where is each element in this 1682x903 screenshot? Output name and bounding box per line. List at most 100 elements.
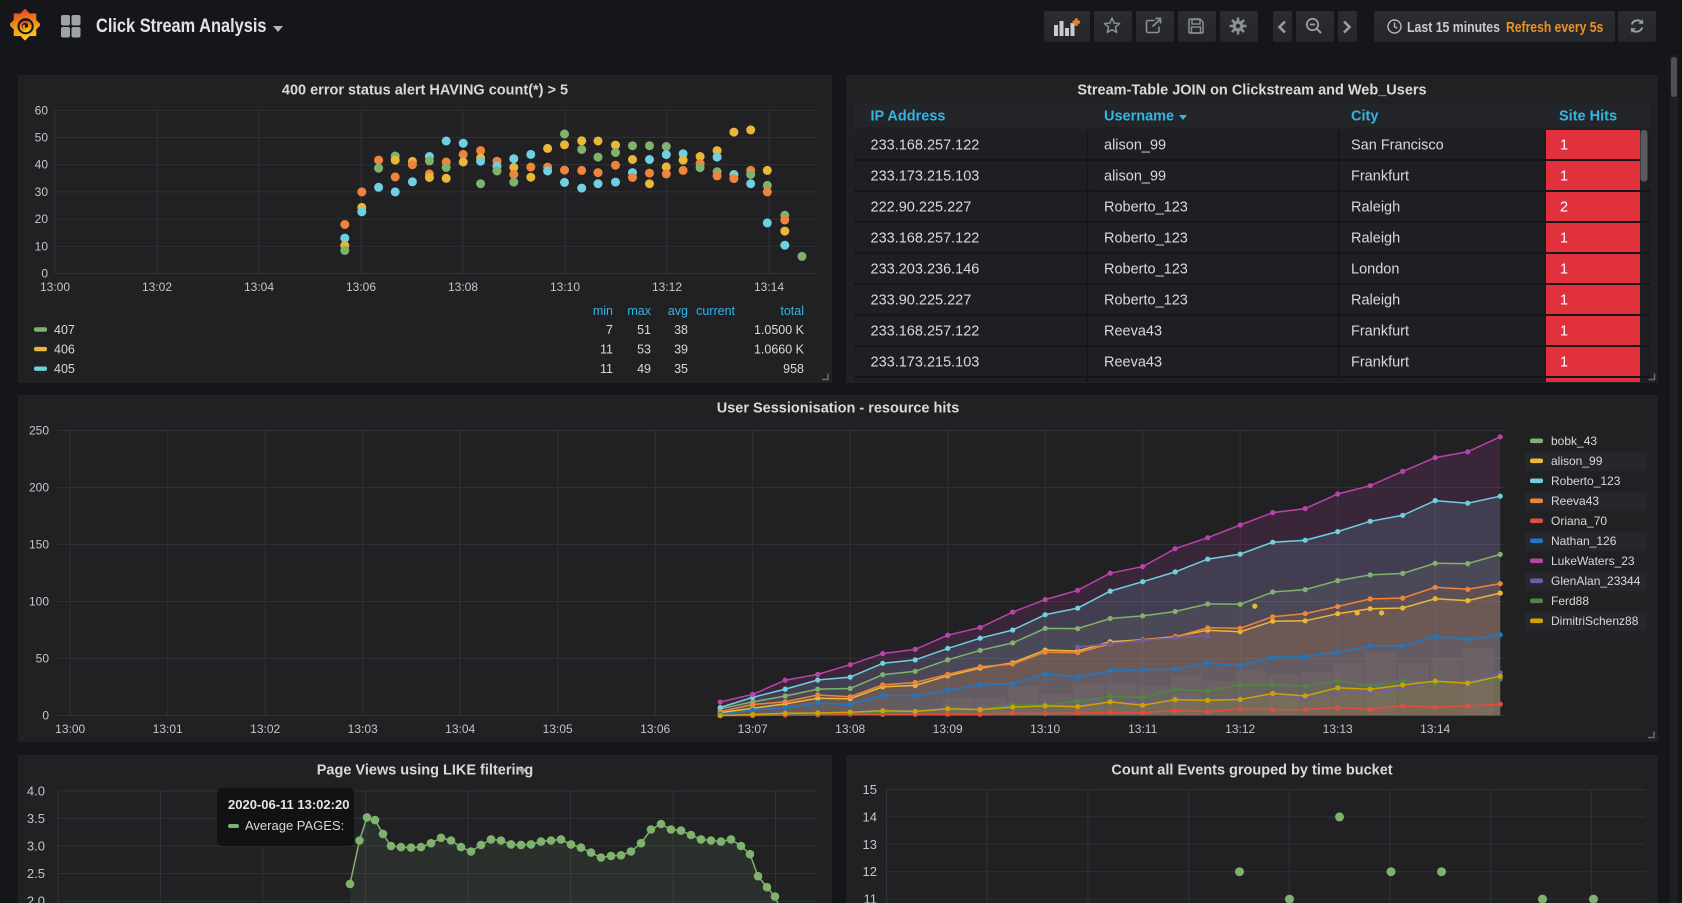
svg-text:GlenAlan_23344: GlenAlan_23344 (1551, 574, 1641, 588)
svg-text:1.0500 K: 1.0500 K (754, 322, 805, 336)
svg-text:233.168.257.122: 233.168.257.122 (870, 230, 979, 246)
svg-text:London: London (1351, 261, 1399, 277)
svg-text:13:11: 13:11 (1128, 722, 1157, 736)
svg-text:City: City (1351, 108, 1378, 124)
svg-text:13:04: 13:04 (445, 722, 475, 736)
svg-text:Roberto_123: Roberto_123 (1104, 230, 1188, 246)
svg-text:13:00: 13:00 (55, 722, 85, 736)
svg-text:13:00: 13:00 (40, 280, 70, 294)
svg-text:11: 11 (600, 342, 613, 356)
svg-text:13:14: 13:14 (754, 280, 784, 294)
svg-text:407: 407 (54, 322, 75, 336)
svg-text:11: 11 (863, 891, 877, 903)
svg-text:DimitriSchenz88: DimitriSchenz88 (1551, 614, 1639, 628)
svg-text:7: 7 (606, 322, 613, 336)
svg-text:min: min (593, 304, 613, 318)
svg-text:13:09: 13:09 (933, 722, 963, 736)
svg-text:Username: Username (1104, 108, 1174, 124)
svg-text:14: 14 (862, 809, 876, 824)
svg-text:233.168.257.122: 233.168.257.122 (870, 137, 979, 153)
svg-text:total: total (780, 304, 804, 318)
svg-text:13:08: 13:08 (835, 722, 865, 736)
svg-text:50: 50 (35, 130, 49, 144)
svg-text:20: 20 (35, 212, 49, 226)
svg-text:alison_99: alison_99 (1104, 137, 1166, 153)
svg-text:222.90.225.227: 222.90.225.227 (870, 199, 971, 215)
svg-text:Reeva43: Reeva43 (1104, 323, 1162, 339)
svg-text:Roberto_123: Roberto_123 (1104, 261, 1188, 277)
svg-text:13:05: 13:05 (543, 722, 573, 736)
svg-text:0: 0 (41, 266, 48, 280)
svg-text:avg: avg (668, 304, 688, 318)
svg-text:alison_99: alison_99 (1104, 168, 1166, 184)
svg-text:Raleigh: Raleigh (1351, 292, 1400, 308)
svg-text:2: 2 (1560, 199, 1568, 215)
svg-text:35: 35 (674, 362, 688, 376)
svg-text:12: 12 (862, 864, 876, 879)
svg-text:Frankfurt: Frankfurt (1351, 168, 1409, 184)
svg-text:1: 1 (1560, 292, 1568, 308)
svg-text:406: 406 (54, 342, 75, 356)
svg-text:2.5: 2.5 (27, 866, 45, 881)
svg-text:13:07: 13:07 (738, 722, 768, 736)
svg-text:1: 1 (1560, 168, 1568, 184)
svg-text:0: 0 (42, 709, 49, 723)
svg-text:400 error status alert HAVING: 400 error status alert HAVING count(*) >… (282, 82, 568, 98)
svg-text:30: 30 (35, 184, 49, 198)
svg-text:250: 250 (29, 424, 49, 438)
svg-text:51: 51 (637, 322, 651, 336)
svg-text:1: 1 (1560, 323, 1568, 339)
svg-text:100: 100 (29, 595, 49, 609)
svg-text:13:12: 13:12 (1225, 722, 1255, 736)
svg-text:alison_99: alison_99 (1551, 454, 1603, 468)
svg-text:1.0660 K: 1.0660 K (754, 342, 805, 356)
svg-text:60: 60 (35, 103, 49, 117)
svg-text:max: max (627, 304, 651, 318)
svg-text:13:01: 13:01 (153, 722, 183, 736)
svg-text:233.90.225.227: 233.90.225.227 (870, 292, 971, 308)
svg-text:13:13: 13:13 (1323, 722, 1353, 736)
svg-text:Roberto_123: Roberto_123 (1551, 474, 1621, 488)
svg-text:1: 1 (1560, 137, 1568, 153)
svg-text:13:04: 13:04 (244, 280, 274, 294)
svg-text:2.0: 2.0 (27, 893, 45, 903)
svg-text:Page Views using LIKE filterin: Page Views using LIKE filtering (317, 762, 533, 778)
svg-text:4.0: 4.0 (27, 783, 45, 798)
svg-text:Count all Events grouped by ti: Count all Events grouped by time bucket (1111, 762, 1392, 778)
svg-text:San Francisco: San Francisco (1351, 137, 1444, 153)
svg-text:Site Hits: Site Hits (1559, 108, 1617, 124)
svg-text:50: 50 (36, 652, 50, 666)
svg-text:233.173.215.103: 233.173.215.103 (870, 168, 979, 184)
svg-text:Frankfurt: Frankfurt (1351, 323, 1409, 339)
svg-text:13:14: 13:14 (1420, 722, 1450, 736)
svg-text:Roberto_123: Roberto_123 (1104, 292, 1188, 308)
svg-text:13: 13 (862, 836, 876, 851)
svg-text:Frankfurt: Frankfurt (1351, 354, 1409, 370)
svg-text:13:06: 13:06 (346, 280, 376, 294)
svg-text:current: current (696, 304, 735, 318)
svg-text:bobk_43: bobk_43 (1551, 434, 1597, 448)
svg-text:405: 405 (54, 362, 75, 376)
svg-text:40: 40 (35, 157, 49, 171)
svg-text:13:02: 13:02 (142, 280, 172, 294)
svg-text:13:06: 13:06 (640, 722, 670, 736)
svg-text:Raleigh: Raleigh (1351, 199, 1400, 215)
svg-text:13:10: 13:10 (1030, 722, 1060, 736)
svg-text:1: 1 (1560, 230, 1568, 246)
svg-text:233.203.236.146: 233.203.236.146 (870, 261, 979, 277)
svg-text:Reeva43: Reeva43 (1551, 494, 1599, 508)
svg-text:Roberto_123: Roberto_123 (1104, 199, 1188, 215)
svg-text:15: 15 (862, 782, 876, 797)
svg-text:IP Address: IP Address (870, 108, 945, 124)
svg-text:User Sessionisation - resource: User Sessionisation - resource hits (717, 401, 960, 417)
svg-text:233.168.257.122: 233.168.257.122 (870, 323, 979, 339)
svg-text:3.0: 3.0 (27, 838, 45, 853)
svg-text:3.5: 3.5 (27, 811, 45, 826)
svg-text:38: 38 (674, 322, 688, 336)
svg-text:13:10: 13:10 (550, 280, 580, 294)
svg-text:Ferd88: Ferd88 (1551, 594, 1589, 608)
svg-text:Raleigh: Raleigh (1351, 230, 1400, 246)
svg-text:13:12: 13:12 (652, 280, 682, 294)
svg-text:200: 200 (29, 481, 49, 495)
svg-text:Oriana_70: Oriana_70 (1551, 514, 1607, 528)
